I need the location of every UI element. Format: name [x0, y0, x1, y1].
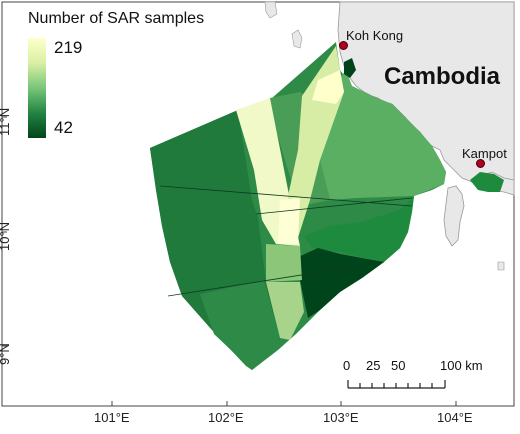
axis-ticks: [2, 116, 457, 406]
legend-min-label: 42: [54, 118, 73, 137]
island-small-3: [497, 261, 505, 271]
legend-title: Number of SAR samples: [28, 10, 205, 27]
x-tick-104: 104°E: [437, 410, 473, 425]
swath-boundaries: [159, 185, 413, 297]
scalebar-label-50: 50: [391, 358, 406, 373]
coverage-northeast: [320, 70, 446, 200]
swath-crossing: [278, 198, 300, 244]
city-label-koh-kong: Koh Kong: [346, 28, 404, 43]
scale-bar: [347, 380, 446, 389]
swath-light-lower-2: [266, 244, 302, 282]
legend: [28, 38, 46, 138]
island-small-1: [291, 29, 303, 49]
city-label-kampot: Kampot: [462, 146, 507, 161]
y-tick-11: 11°N: [0, 107, 12, 136]
x-tick-102: 102°E: [208, 410, 244, 425]
country-label: Cambodia: [384, 63, 501, 90]
y-tick-10: 10°N: [0, 221, 12, 251]
y-tick-9: 9°N: [0, 343, 12, 365]
scalebar-label-25: 25: [366, 358, 381, 373]
x-tick-103: 103°E: [323, 410, 359, 425]
legend-max-label: 219: [54, 38, 83, 57]
coastal-patch-kohkong: [344, 58, 356, 78]
coverage-southwest: [200, 280, 280, 370]
legend-colorbar: [28, 38, 46, 138]
city-marker-kampot: [476, 159, 485, 168]
scalebar-label-0: 0: [343, 358, 351, 373]
coastal-patch-kampot: [470, 172, 504, 192]
swath-light-lower: [266, 282, 304, 340]
island-small-2: [264, 1, 278, 19]
coverage-south-mid: [304, 196, 414, 262]
scalebar-label-100km: 100 km: [440, 358, 483, 373]
island-phu-quoc: [443, 185, 465, 247]
swath-brightest-top: [312, 70, 344, 104]
x-tick-101: 101°E: [94, 410, 130, 425]
city-marker-koh-kong: [339, 41, 348, 50]
